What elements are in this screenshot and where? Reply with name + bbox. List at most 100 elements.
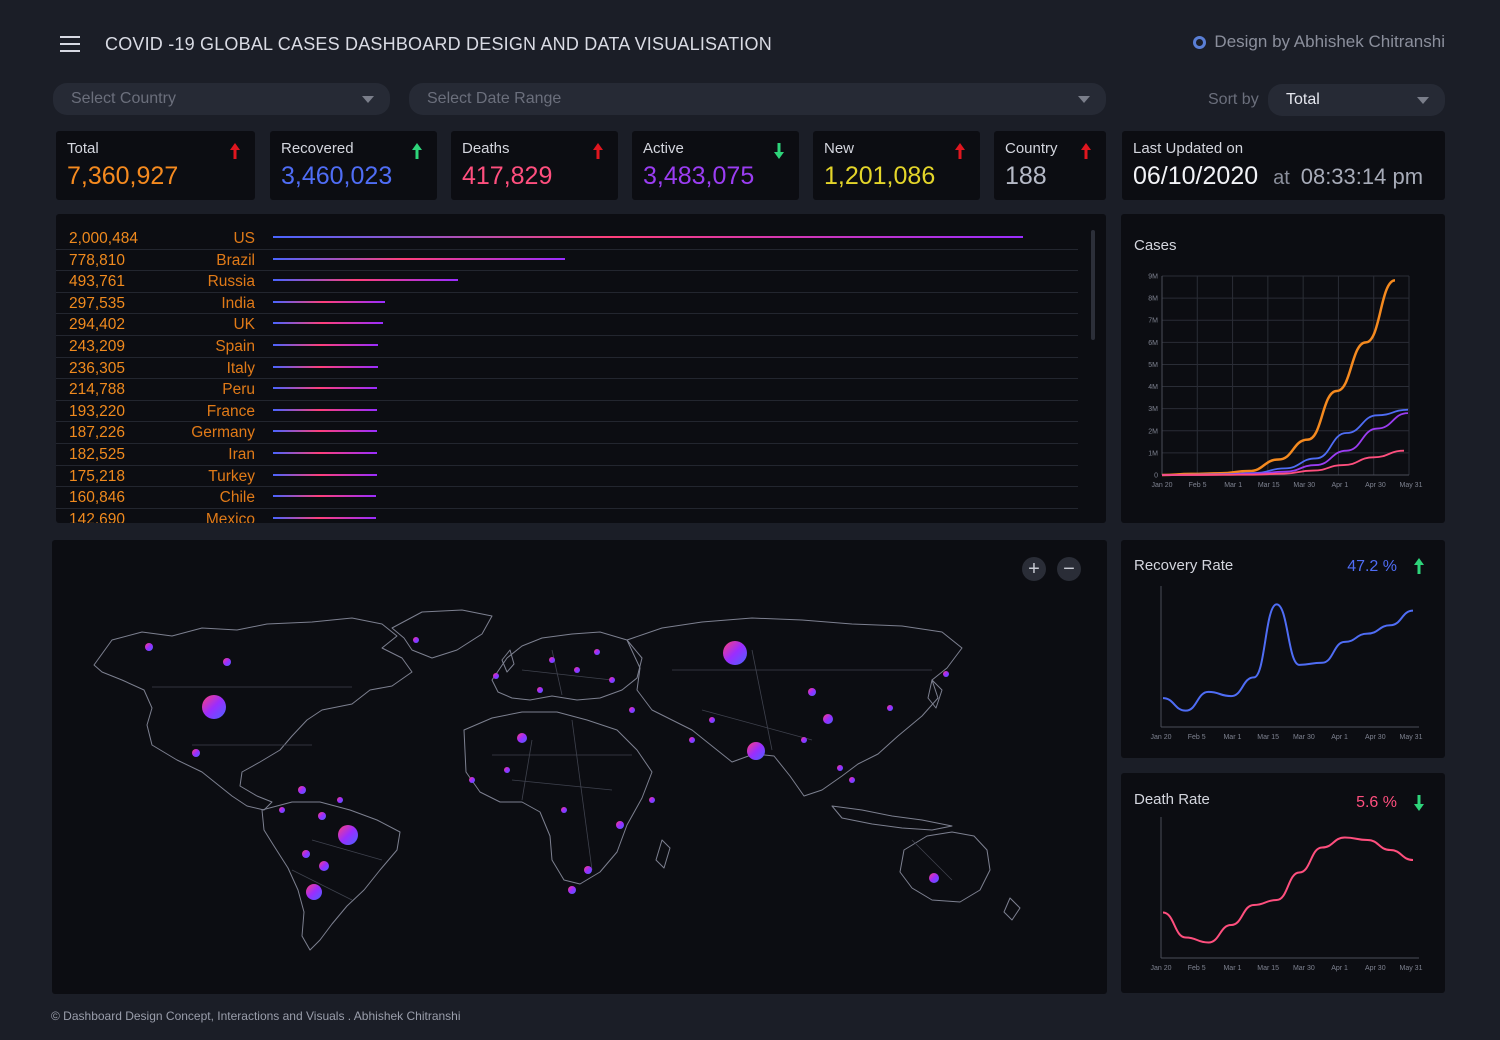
last-updated-time: 08:33:14 pm <box>1300 164 1424 189</box>
country-case-count: 214,788 <box>69 381 126 399</box>
country-case-bar <box>273 430 377 433</box>
country-case-count: 160,846 <box>69 489 126 507</box>
trend-up-icon <box>1414 558 1424 574</box>
y-tick-label: 4M <box>1148 384 1158 391</box>
stat-card-active[interactable]: Active 3,483,075 <box>632 131 799 200</box>
country-row[interactable]: 243,209 Spain <box>56 335 1078 358</box>
country-case-bar <box>273 452 377 454</box>
trend-up-icon <box>1081 143 1091 159</box>
country-case-bar <box>273 300 385 303</box>
y-tick-label: 6M <box>1148 340 1158 347</box>
x-tick-label: Mar 1 <box>1224 482 1242 489</box>
recovery-rate-chart[interactable]: Jan 20 Feb 5 Mar 1 Mar 15 Mar 30 Apr 1 Apr 30 M… <box>1121 540 1445 758</box>
country-row[interactable]: 182,525 Iran <box>56 443 1078 466</box>
japan-outline <box>927 679 943 709</box>
last-updated-at: at <box>1273 167 1290 189</box>
country-row[interactable]: 193,220 France <box>56 400 1078 423</box>
zoom-out-button[interactable]: − <box>1057 557 1081 581</box>
case-bubble-brazil[interactable] <box>338 825 358 845</box>
cases-chart[interactable]: 0 1M 2M 3M 4M 5M 6M 7M 8M 9M Jan 20 Feb 5 Mar 1 Mar 1… <box>1121 214 1445 523</box>
series-line-total[interactable] <box>1161 279 1396 477</box>
stat-card-recovered[interactable]: Recovered 3,460,023 <box>270 131 437 200</box>
x-tick-label: Feb 5 <box>1188 965 1206 972</box>
country-row[interactable]: 778,810 Brazil <box>56 249 1078 272</box>
last-updated-date: 06/10/2020 <box>1133 162 1259 190</box>
date-range-select[interactable]: Select Date Range <box>409 83 1106 115</box>
country-select[interactable]: Select Country <box>53 83 390 115</box>
country-row[interactable]: 236,305 Italy <box>56 357 1078 380</box>
series-line-recovered[interactable] <box>1161 408 1409 476</box>
country-case-bar <box>273 236 1023 238</box>
country-row[interactable]: 214,788 Peru <box>56 378 1078 401</box>
x-tick-label: Apr 30 <box>1365 482 1386 489</box>
case-bubble-india[interactable] <box>747 742 765 760</box>
country-row[interactable]: 175,218 Turkey <box>56 465 1078 488</box>
new-zealand-outline <box>1003 897 1021 921</box>
x-tick-label: Mar 1 <box>1223 734 1241 741</box>
series-line-active[interactable] <box>1161 412 1409 476</box>
country-case-bar <box>273 257 565 260</box>
x-tick-label: Mar 15 <box>1257 965 1279 972</box>
trend-down-icon <box>774 143 784 159</box>
x-tick-label: Apr 30 <box>1365 965 1386 972</box>
chart-title: Recovery Rate <box>1134 557 1234 574</box>
case-bubble-russia[interactable] <box>723 641 747 665</box>
world-map[interactable] <box>52 540 1107 994</box>
chart-title: Death Rate <box>1134 791 1210 808</box>
x-tick-label: Apr 1 <box>1331 965 1348 972</box>
country-row[interactable]: 297,535 India <box>56 292 1078 315</box>
stat-value: 1,201,086 <box>824 162 936 190</box>
x-tick-label: Jan 20 <box>1150 734 1171 741</box>
stat-label: Total <box>67 140 99 157</box>
case-bubble-us[interactable] <box>202 695 226 719</box>
y-tick-label: 1M <box>1148 450 1158 457</box>
stat-card-deaths[interactable]: Deaths 417,829 <box>451 131 618 200</box>
stat-card-total[interactable]: Total 7,360,927 <box>56 131 255 200</box>
country-row[interactable]: 142,690 Mexico <box>56 508 1078 523</box>
menu-icon[interactable] <box>60 36 80 52</box>
north-america-outline <box>93 617 413 811</box>
stat-value: 188 <box>1005 162 1047 190</box>
country-cases-list[interactable]: 2,000,484 US 778,810 Brazil 493,761 Russia 297… <box>56 214 1106 523</box>
case-bubble-chile[interactable] <box>306 884 322 900</box>
country-row[interactable]: 294,402 UK <box>56 313 1078 336</box>
page-title: COVID -19 GLOBAL CASES DASHBOARD DESIGN … <box>105 34 772 54</box>
designer-logo-icon <box>1193 35 1207 49</box>
x-tick-label: Jan 20 <box>1151 482 1172 489</box>
country-row[interactable]: 187,226 Germany <box>56 421 1078 444</box>
rate-line[interactable] <box>1162 603 1414 712</box>
country-name: Chile <box>219 489 255 507</box>
rate-line[interactable] <box>1162 836 1414 944</box>
sort-select[interactable]: Total <box>1268 84 1445 116</box>
country-row[interactable]: 160,846 Chile <box>56 486 1078 509</box>
country-case-bar <box>273 408 377 411</box>
stat-value: 417,829 <box>462 162 553 190</box>
x-tick-label: May 31 <box>1400 965 1423 972</box>
country-row[interactable]: 2,000,484 US <box>56 227 1078 250</box>
x-tick-label: Apr 1 <box>1331 734 1348 741</box>
stat-card-new[interactable]: New 1,201,086 <box>813 131 980 200</box>
list-scrollbar[interactable] <box>1091 230 1095 340</box>
country-case-bar <box>273 279 459 282</box>
world-map-graphic[interactable] <box>52 540 1107 994</box>
country-row[interactable]: 493,761 Russia <box>56 270 1078 293</box>
stat-value: 3,460,023 <box>281 162 393 190</box>
y-tick-label: 9M <box>1148 274 1158 281</box>
death-rate-panel: Death Rate 5.6 % Jan 20 Feb 5 Mar 1 Mar 15 M… <box>1121 773 1445 993</box>
death-rate-chart[interactable]: Jan 20 Feb 5 Mar 1 Mar 15 Mar 30 Apr 1 Apr 30 M… <box>1121 773 1445 993</box>
x-tick-label: May 31 <box>1400 482 1423 489</box>
stat-label: New <box>824 140 855 157</box>
series-line-deaths[interactable] <box>1161 449 1405 476</box>
stat-card-country[interactable]: Country 188 <box>994 131 1106 200</box>
zoom-in-button[interactable]: + <box>1022 557 1046 581</box>
cases-chart-panel: Cases 0 1M 2M 3M 4M 5M 6M 7M 8M 9M Jan 20 Feb 5 Mar … <box>1121 214 1445 523</box>
x-tick-label: Feb 5 <box>1189 482 1207 489</box>
y-tick-label: 8M <box>1148 296 1158 303</box>
date-range-placeholder: Select Date Range <box>427 90 562 107</box>
country-name: Italy <box>226 359 255 377</box>
country-name: Iran <box>228 446 255 463</box>
case-bubble-australia[interactable] <box>929 873 939 883</box>
y-tick-label: 3M <box>1148 406 1158 413</box>
country-case-count: 493,761 <box>69 273 126 291</box>
case-bubbles <box>145 637 949 900</box>
